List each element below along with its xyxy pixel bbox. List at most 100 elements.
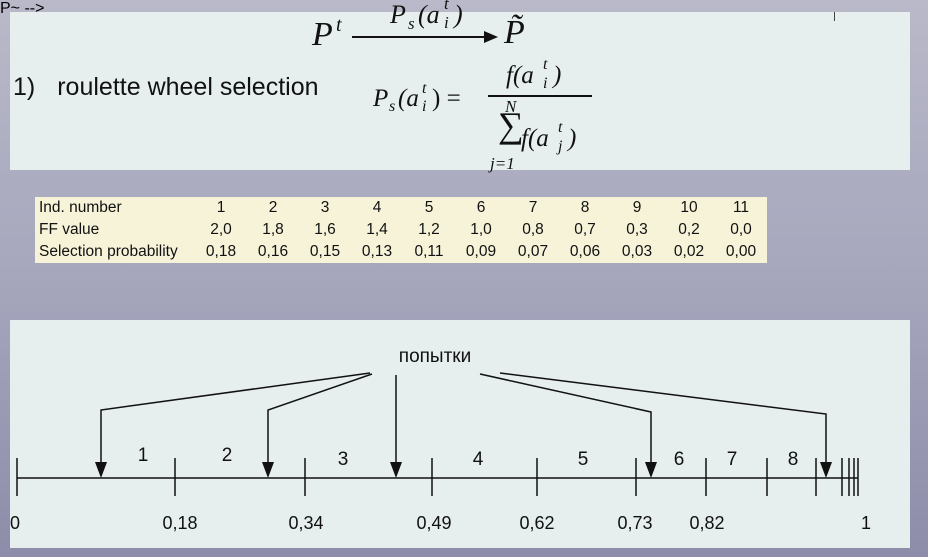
fraction-bar bbox=[488, 95, 592, 97]
pointer-arrow-head bbox=[262, 462, 274, 478]
pointer-arrow bbox=[100, 372, 371, 466]
row-header: Selection probability bbox=[39, 243, 178, 260]
eq-numerator-sup: t bbox=[543, 56, 548, 73]
table-cell: 0,03 bbox=[621, 243, 653, 260]
eq-lhs-sub: s bbox=[389, 98, 396, 115]
table-cell: 8 bbox=[580, 199, 590, 216]
pointer-arrow-head bbox=[820, 462, 832, 478]
eq-lhs: P bbox=[373, 85, 389, 112]
eq-denominator-sup: t bbox=[558, 119, 563, 136]
table-cell: 9 bbox=[632, 199, 642, 216]
pointer-arrow bbox=[479, 373, 652, 466]
arrow-label: P bbox=[390, 0, 406, 29]
pointer-arrow-head bbox=[95, 462, 107, 478]
table-cell: 5 bbox=[424, 199, 434, 216]
arrow-label-arg: (a bbox=[418, 0, 440, 29]
table-cell: 2 bbox=[268, 199, 278, 216]
table-cell: 10 bbox=[680, 199, 698, 216]
eq-denominator-sub: j bbox=[558, 138, 563, 155]
formula-panel bbox=[10, 12, 910, 170]
table-cell: 0,0 bbox=[730, 221, 752, 238]
sum-lower: j=1 bbox=[490, 154, 515, 173]
segment-label: 6 bbox=[674, 449, 685, 470]
segment-label: 3 bbox=[338, 449, 349, 470]
eq-lhs-arg-sup: t bbox=[422, 80, 427, 97]
table-cell: 0,09 bbox=[465, 243, 497, 260]
tick-label: 1 bbox=[861, 513, 871, 533]
pointer-arrow-head bbox=[645, 462, 657, 478]
table-cell: 1,8 bbox=[262, 221, 284, 238]
step-text: roulette wheel selection bbox=[57, 73, 319, 101]
row-header: Ind. number bbox=[39, 199, 122, 216]
table-cell: 11 bbox=[732, 199, 750, 216]
table-cell: 0,15 bbox=[309, 243, 341, 260]
table-cell: 1 bbox=[216, 199, 226, 216]
mapping-right: P̃ bbox=[504, 14, 525, 51]
eq-numerator: f(a bbox=[506, 62, 534, 89]
mapping-left-sup: t bbox=[336, 14, 342, 36]
segment-label: 4 bbox=[473, 449, 484, 470]
table-cell: 2,0 bbox=[210, 221, 232, 238]
segment-label: 7 bbox=[727, 449, 738, 470]
sum-symbol: ∑ bbox=[498, 105, 524, 145]
table-cell: 1,6 bbox=[314, 221, 336, 238]
tick-label: 0 bbox=[10, 513, 20, 533]
segment-labels: 1 2 3 4 5 6 7 8 bbox=[138, 445, 799, 470]
table-cell: 0,02 bbox=[673, 243, 705, 260]
tick-label: 0,49 bbox=[416, 513, 451, 533]
table-cell: 0,7 bbox=[574, 221, 596, 238]
tick-labels: 0 0,18 0,34 0,49 0,62 0,73 0,82 1 bbox=[10, 513, 871, 533]
row-header: FF value bbox=[39, 221, 100, 238]
table-cell: 0,3 bbox=[626, 221, 648, 238]
segment-label: 8 bbox=[788, 449, 799, 470]
tick-label: 0,34 bbox=[288, 513, 323, 533]
arrow-label-arg-sub: i bbox=[444, 13, 449, 32]
table-cell: 1,4 bbox=[366, 221, 388, 238]
eq-lhs-arg: (a bbox=[398, 85, 419, 112]
decorative-mark bbox=[834, 12, 835, 21]
attempts-title: попытки bbox=[399, 346, 471, 367]
pointer-arrow bbox=[267, 373, 373, 466]
segment-label: 2 bbox=[222, 445, 233, 466]
table-cell: 0,2 bbox=[678, 221, 700, 238]
table-cell: 0,11 bbox=[414, 243, 444, 260]
arrow-label-arg-sup: t bbox=[444, 0, 449, 13]
eq-numerator-sub: i bbox=[543, 75, 548, 92]
table-cell: 4 bbox=[372, 199, 382, 216]
tick-label: 0,73 bbox=[617, 513, 652, 533]
table-row: Ind. number 1 2 3 4 5 6 7 8 9 10 11 bbox=[35, 197, 767, 219]
table-cell: 0,00 bbox=[725, 243, 757, 260]
selection-table: Ind. number 1 2 3 4 5 6 7 8 9 10 11 FF v… bbox=[35, 197, 767, 263]
table-cell: 0,13 bbox=[361, 243, 393, 260]
tick-label: 0,82 bbox=[689, 513, 724, 533]
sum-upper: N bbox=[505, 97, 517, 116]
eq-denominator-close: ) bbox=[568, 125, 577, 152]
table-cell: 0,07 bbox=[517, 243, 549, 260]
segment-label: 5 bbox=[578, 449, 589, 470]
table-row: FF value 2,0 1,8 1,6 1,4 1,2 1,0 0,8 0,7… bbox=[35, 219, 767, 241]
eq-lhs-arg-sub: i bbox=[422, 98, 427, 115]
table-cell: 0,18 bbox=[205, 243, 237, 260]
tick-label: 0,18 bbox=[162, 513, 197, 533]
number-line-panel bbox=[10, 320, 910, 548]
table-cell: 1,2 bbox=[418, 221, 440, 238]
step-number: 1) bbox=[13, 73, 36, 101]
pointer-arrow-head bbox=[390, 462, 402, 478]
table-cell: 0,16 bbox=[257, 243, 289, 260]
step-heading: 1) roulette wheel selection bbox=[13, 73, 319, 102]
eq-lhs-close: ) = bbox=[432, 85, 461, 112]
mapping-arrow bbox=[352, 31, 498, 43]
table-cell: 6 bbox=[476, 199, 486, 216]
axis-ticks bbox=[16, 458, 859, 496]
table-cell: 1,0 bbox=[470, 221, 492, 238]
table-cell: 0,8 bbox=[522, 221, 544, 238]
pointer-arrow bbox=[499, 372, 827, 466]
arrow-label-sub: s bbox=[408, 14, 415, 33]
tick-label: 0,62 bbox=[519, 513, 554, 533]
segment-label: 1 bbox=[138, 445, 149, 466]
eq-denominator: f(a bbox=[521, 125, 549, 152]
eq-numerator-close: ) bbox=[553, 62, 562, 89]
mapping-left: P bbox=[312, 16, 333, 53]
table-row: Selection probability 0,18 0,16 0,15 0,1… bbox=[35, 241, 767, 263]
